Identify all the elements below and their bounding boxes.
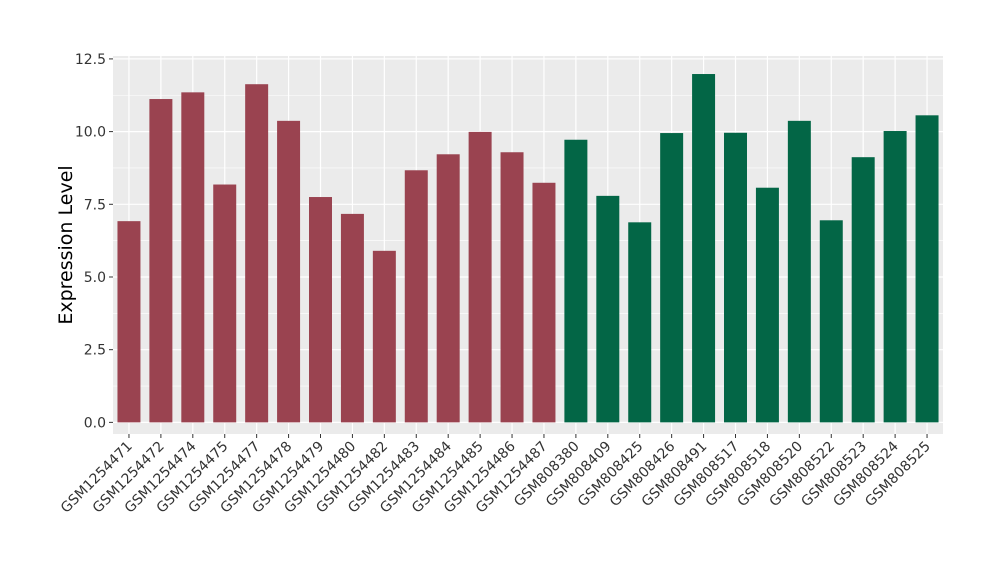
bar-GSM1254484: [436, 154, 460, 423]
bars: [117, 74, 939, 423]
bar-GSM808426: [660, 133, 684, 423]
bar-GSM808491: [692, 74, 716, 423]
bar-GSM1254482: [372, 250, 396, 423]
bar-GSM1254474: [181, 92, 205, 423]
bar-GSM808517: [724, 132, 747, 423]
bar-GSM1254485: [468, 131, 492, 423]
bar-GSM1254475: [213, 184, 237, 423]
y-tick-label: 10.0: [75, 125, 106, 141]
bar-GSM808523: [851, 157, 875, 423]
bar-GSM1254478: [277, 120, 301, 423]
bar-GSM1254480: [340, 213, 364, 423]
bar-GSM1254486: [500, 152, 524, 423]
bar-GSM808520: [787, 120, 811, 423]
y-tick-label: 12.5: [75, 52, 106, 68]
bar-GSM1254487: [532, 182, 556, 423]
bar-GSM808518: [755, 187, 779, 423]
y-tick-label: 5.0: [84, 270, 106, 286]
bar-GSM1254472: [149, 99, 173, 423]
bar-GSM1254483: [404, 170, 428, 423]
bar-GSM808522: [819, 220, 843, 423]
bar-GSM1254479: [309, 197, 332, 423]
y-tick-label: 7.5: [84, 197, 106, 213]
bar-GSM808524: [883, 131, 907, 423]
bar-GSM808380: [564, 139, 588, 423]
y-axis: 0.0 2.5 5.0 7.5 10.0 12.5: [75, 52, 113, 431]
bar-GSM808425: [628, 222, 652, 423]
y-tick-label: 0.0: [84, 415, 106, 431]
bar-GSM808409: [596, 195, 620, 423]
bar-GSM1254471: [117, 221, 141, 423]
y-axis-title: Expression Level: [55, 165, 77, 324]
bar-GSM1254477: [245, 84, 269, 423]
plot-panel: [113, 56, 943, 434]
x-axis: GSM1254471GSM1254472GSM1254474GSM1254475…: [58, 434, 934, 516]
bar-GSM808525: [915, 115, 939, 423]
y-tick-label: 2.5: [84, 343, 106, 359]
